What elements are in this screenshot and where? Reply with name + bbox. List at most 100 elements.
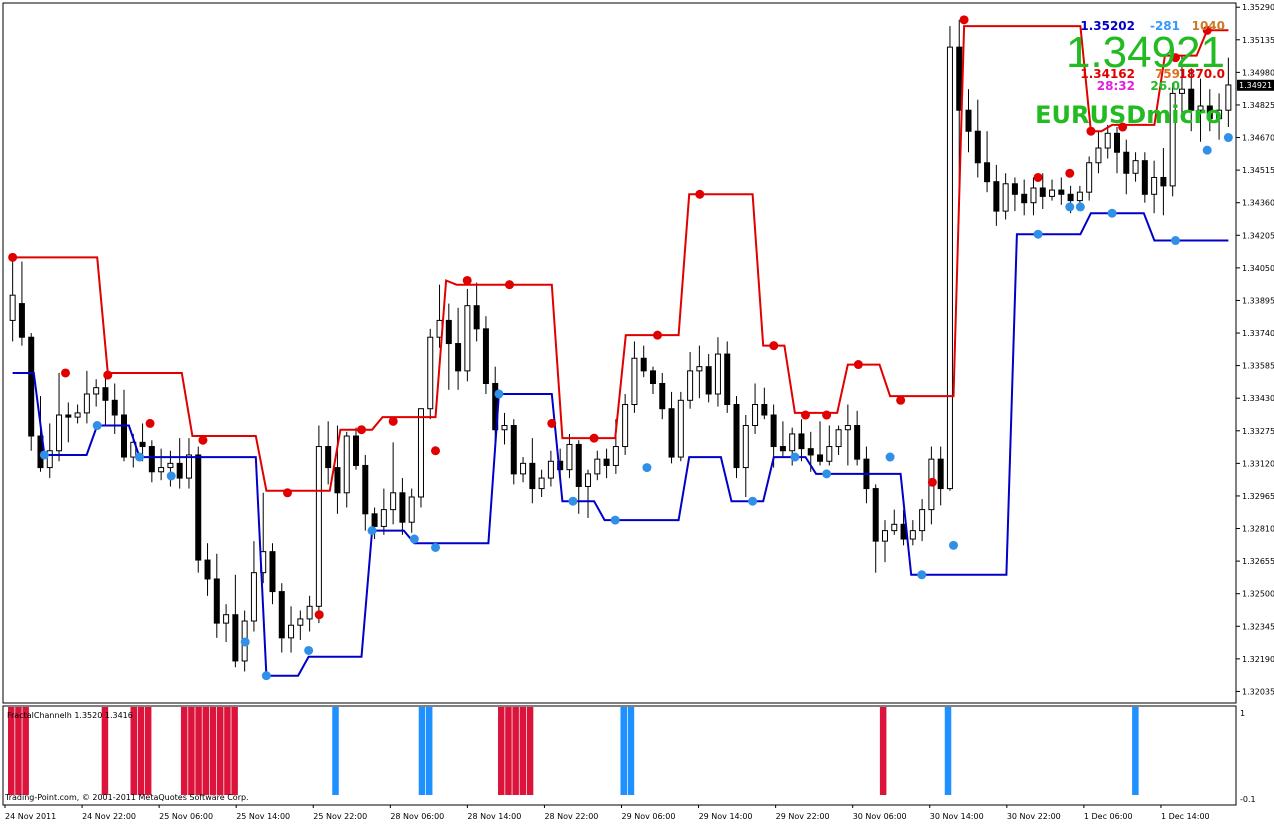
price-axis-label: 1.32190 bbox=[1242, 655, 1274, 664]
time-axis-label: 28 Nov 22:00 bbox=[544, 812, 598, 821]
candle-body bbox=[733, 404, 740, 469]
candle-body bbox=[854, 425, 861, 460]
indicator-bar bbox=[498, 707, 505, 795]
fractal-up-marker bbox=[1033, 172, 1043, 182]
fractal-down-marker bbox=[261, 671, 271, 681]
candle-body bbox=[1076, 191, 1083, 202]
indicator-title: FractalChannelh 1.3520 1.3416 bbox=[7, 711, 133, 720]
candle-body bbox=[501, 425, 508, 431]
fractal-down-marker bbox=[1033, 229, 1043, 239]
candle-body bbox=[28, 336, 35, 437]
fractal-up-marker bbox=[695, 189, 705, 199]
fractal-up-marker bbox=[430, 446, 440, 456]
fractal-up-marker bbox=[853, 360, 863, 370]
candle-body bbox=[353, 435, 360, 466]
candle-body bbox=[1169, 92, 1176, 187]
fractal-down-marker bbox=[949, 540, 959, 550]
candle-body bbox=[826, 446, 833, 462]
indicator-bar bbox=[101, 707, 109, 795]
price-axis-label: 1.32965 bbox=[1242, 492, 1274, 501]
candle-body bbox=[510, 425, 517, 475]
candle-body bbox=[390, 492, 397, 511]
candle-body bbox=[306, 605, 313, 620]
candle-body bbox=[1113, 132, 1120, 153]
indicator-bar bbox=[512, 707, 519, 795]
time-axis-label: 28 Nov 06:00 bbox=[390, 812, 444, 821]
hud-low: 1.34162 bbox=[1080, 67, 1135, 81]
fractal-up-marker bbox=[653, 330, 663, 340]
fractal-up-marker bbox=[145, 418, 155, 428]
candle-body bbox=[204, 559, 211, 580]
fractal-up-marker bbox=[1171, 53, 1181, 63]
price-axis-label: 1.33740 bbox=[1242, 329, 1274, 338]
candle-body bbox=[223, 614, 230, 624]
candle-body bbox=[83, 393, 90, 414]
fractal-down-marker bbox=[409, 534, 419, 544]
candle-body bbox=[1151, 176, 1158, 195]
hud-diff1: -281 bbox=[1150, 19, 1180, 33]
current-price-box bbox=[1237, 79, 1274, 91]
price-axis-label: 1.34050 bbox=[1242, 264, 1274, 273]
candle-body bbox=[56, 414, 63, 452]
time-axis-label: 25 Nov 14:00 bbox=[236, 812, 290, 821]
indicator-bar bbox=[216, 707, 224, 795]
candle-body bbox=[1132, 160, 1139, 174]
candle-body bbox=[974, 130, 981, 164]
indicator-bar bbox=[180, 707, 188, 795]
fractal-down-marker bbox=[885, 452, 895, 462]
fractal-up-marker bbox=[769, 341, 779, 351]
candle-body bbox=[946, 46, 953, 490]
fractal-up-marker bbox=[1086, 126, 1096, 136]
candle-body bbox=[1049, 189, 1056, 197]
time-axis-label: 25 Nov 22:00 bbox=[313, 812, 367, 821]
time-axis-label: 29 Nov 22:00 bbox=[776, 812, 830, 821]
candle-body bbox=[1225, 84, 1232, 111]
candle-body bbox=[919, 509, 926, 532]
candle-body bbox=[547, 460, 554, 479]
candle-body bbox=[176, 462, 183, 479]
candle-body bbox=[445, 319, 452, 345]
fractal-up-marker bbox=[356, 425, 366, 435]
fractal-up-marker bbox=[388, 416, 398, 426]
candle-body bbox=[74, 412, 81, 418]
time-axis-label: 25 Nov 06:00 bbox=[159, 812, 213, 821]
fractal-up-marker bbox=[801, 410, 811, 420]
fractal-down-marker bbox=[39, 450, 49, 460]
indicator-bar bbox=[944, 707, 952, 795]
fractal-up-marker bbox=[927, 477, 937, 487]
candle-body bbox=[1030, 187, 1037, 204]
price-axis-label: 1.34670 bbox=[1242, 134, 1274, 143]
candle-body bbox=[594, 458, 601, 475]
candle-body bbox=[46, 450, 53, 469]
price-axis-label: 1.34360 bbox=[1242, 199, 1274, 208]
candle-body bbox=[937, 458, 944, 490]
candle-body bbox=[325, 446, 332, 469]
time-axis-label: 30 Nov 14:00 bbox=[930, 812, 984, 821]
fractal-down-marker bbox=[568, 496, 578, 506]
indicator-bar bbox=[627, 707, 635, 795]
candle-body bbox=[464, 305, 471, 372]
candle-body bbox=[566, 443, 573, 471]
copyright-text: Trading-Point.com, © 2001-2011 MetaQuote… bbox=[4, 793, 249, 802]
candle-body bbox=[1039, 187, 1046, 197]
price-axis-label: 1.32035 bbox=[1242, 687, 1274, 696]
candle-body bbox=[1188, 88, 1195, 111]
candle-body bbox=[185, 454, 192, 479]
indicator-bar bbox=[8, 707, 15, 795]
price-axis-label: 1.33585 bbox=[1242, 362, 1274, 371]
fractal-up-marker bbox=[959, 15, 969, 25]
candle-body bbox=[1021, 193, 1028, 204]
candle-body bbox=[278, 591, 285, 639]
hud-bid: 1.34921 bbox=[1066, 28, 1225, 77]
candle-body bbox=[984, 162, 991, 183]
candle-body bbox=[520, 462, 527, 475]
fractal-up-marker bbox=[504, 280, 514, 290]
candle-body bbox=[585, 473, 592, 487]
indicator-bar bbox=[1132, 707, 1139, 795]
price-axis-label: 1.33430 bbox=[1242, 394, 1274, 403]
candle-body bbox=[622, 404, 629, 448]
hud-v2: 1870.0 bbox=[1179, 67, 1225, 81]
time-axis-label: 28 Nov 14:00 bbox=[467, 812, 521, 821]
